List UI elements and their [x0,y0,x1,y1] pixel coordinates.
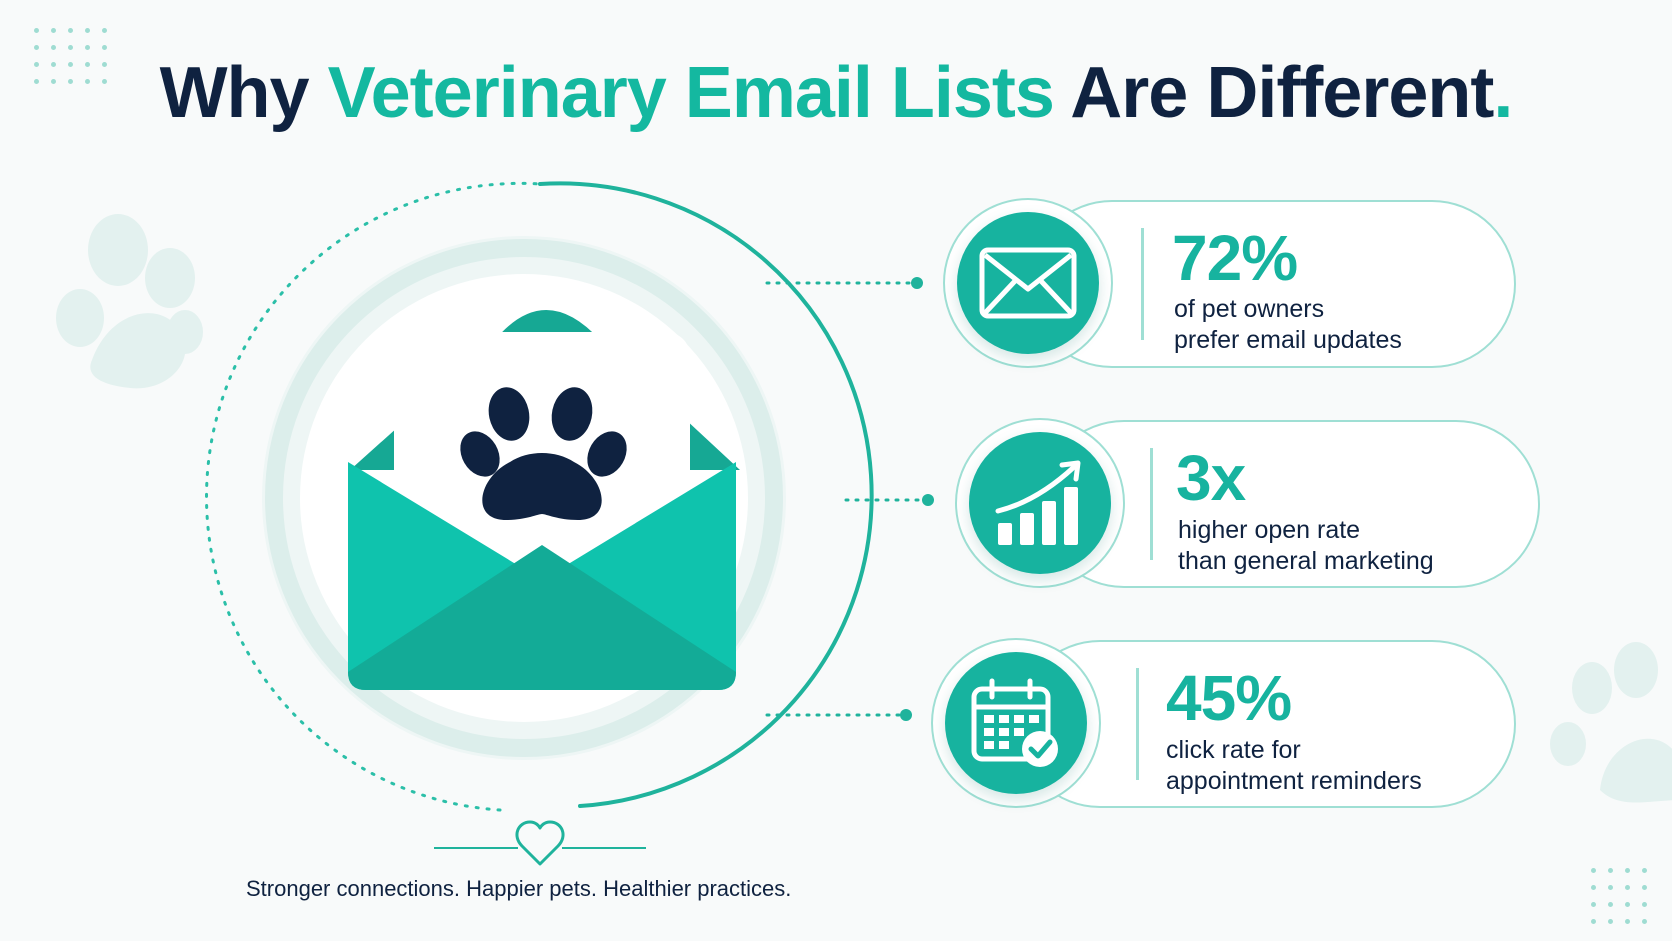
heart-icon [515,820,565,866]
title-part-1: Why [159,53,328,133]
stat-desc-2-line-2: than general marketing [1178,547,1434,575]
orbit-solid-arc [538,181,874,808]
stat-desc-1: of pet owners prefer email updates [1174,294,1534,356]
open-envelope-paw-icon [348,310,740,690]
envelope-icon [979,247,1077,319]
stat-divider-1 [1141,228,1144,340]
stat-desc-3-line-2: appointment reminders [1166,767,1422,795]
background-paw-print-right-icon [1550,642,1672,803]
decorative-dot-grid-top-left [34,28,107,84]
stat-value-2: 3x [1176,442,1246,514]
stat-badge-2 [955,418,1125,588]
stat-desc-2: higher open rate than general marketing [1178,515,1538,577]
title-highlight: Veterinary Email Lists [327,53,1055,133]
paw-print-icon [460,387,627,520]
connector-dot-1 [911,277,923,289]
stat-desc-2-line-1: higher open rate [1178,516,1361,544]
stat-value-1: 72% [1172,222,1298,294]
calendar-check-icon [971,678,1058,767]
growth-chart-icon [995,460,1081,545]
page-title: Why Veterinary Email Lists Are Different… [0,52,1672,134]
stat-divider-2 [1150,448,1153,560]
title-period: . [1493,53,1513,133]
stat-value-3: 45% [1166,662,1292,734]
decorative-dot-grid-bottom-right [1591,868,1647,924]
title-part-2: Are Different [1053,53,1494,133]
orbit-dotted-arc [204,181,542,812]
stat-desc-1-line-2: prefer email updates [1174,326,1402,354]
connector-dot-2 [922,494,934,506]
stat-badge-1 [943,198,1113,368]
tagline: Stronger connections. Happier pets. Heal… [246,876,792,901]
halo-ring [265,239,783,757]
stat-divider-3 [1136,668,1139,780]
connector-dot-3 [900,709,912,721]
stat-badge-3 [931,638,1101,808]
stat-desc-3: click rate for appointment reminders [1166,735,1526,797]
stat-desc-3-line-1: click rate for [1166,736,1301,764]
stat-desc-1-line-1: of pet owners [1174,295,1325,323]
background-paw-print-left-icon [56,214,203,389]
